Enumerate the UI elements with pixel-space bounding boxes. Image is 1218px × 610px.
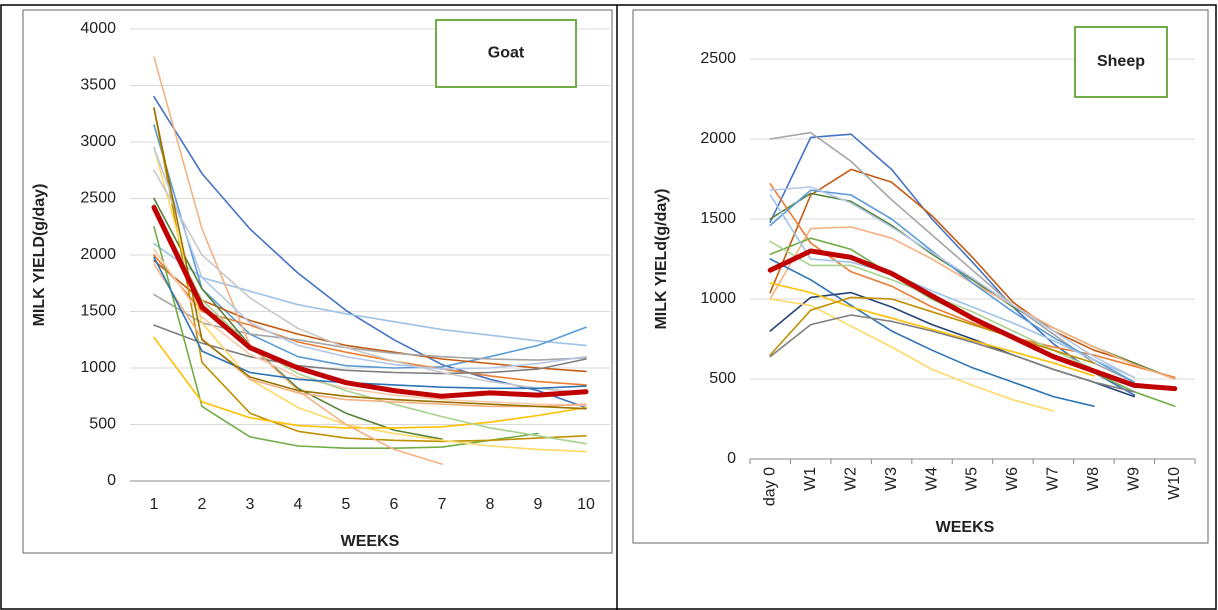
series-line [153, 146, 587, 453]
y-tick-label: 500 [709, 370, 736, 387]
title-box [435, 19, 577, 88]
y-tick-label: 0 [727, 450, 736, 467]
x-tick-label: 9 [534, 496, 543, 513]
x-tick-label: W1 [802, 467, 819, 491]
series-line [153, 226, 539, 449]
series-line [769, 189, 1136, 383]
x-tick-label: 10 [577, 496, 595, 513]
frame [0, 4, 1217, 610]
series-line [153, 107, 587, 410]
title-box [1074, 26, 1168, 98]
y-tick-label: 2000 [700, 130, 736, 147]
x-tick-label: W2 [842, 467, 859, 491]
x-tick-label: 3 [246, 496, 255, 513]
y-tick-label: 1000 [80, 359, 116, 376]
series-line [769, 314, 1136, 393]
y-tick-label: 1000 [700, 290, 736, 307]
x-tick-label: W8 [1085, 467, 1102, 491]
series-line [769, 186, 1136, 379]
series-line [769, 282, 1095, 377]
y-tick-label: 1500 [700, 210, 736, 227]
series-line [769, 194, 1136, 379]
series-line [153, 146, 587, 370]
x-tick-label: 5 [342, 496, 351, 513]
y-tick-label: 500 [89, 416, 116, 433]
series-line [153, 242, 587, 347]
x-tick-label: 2 [198, 496, 207, 513]
y-tick-label: 3500 [80, 77, 116, 94]
series-line [153, 256, 587, 390]
x-tick-label: day 0 [761, 467, 778, 506]
x-tick-label: W4 [923, 467, 940, 491]
y-tick-label: 1500 [80, 303, 116, 320]
series-line [153, 107, 587, 443]
y-tick-label: 4000 [80, 20, 116, 37]
x-axis-label: WEEKS [341, 533, 400, 550]
y-tick-label: 2500 [700, 50, 736, 67]
series-line [153, 248, 587, 407]
x-tick-label: W6 [1004, 467, 1021, 491]
series-line [153, 197, 443, 440]
x-tick-label: W7 [1045, 467, 1062, 491]
x-tick-label: 6 [390, 496, 399, 513]
chart-title: Sheep [1097, 53, 1145, 70]
series-line [153, 124, 587, 369]
x-tick-label: 4 [294, 496, 303, 513]
y-axis-label: MILK YIELd(g/day) [653, 188, 670, 329]
y-tick-label: 2500 [80, 190, 116, 207]
series-line [769, 240, 1136, 388]
chart-box [632, 9, 1209, 544]
series-line [153, 169, 587, 394]
series-line [769, 133, 1136, 396]
x-tick-label: 7 [438, 496, 447, 513]
x-tick-label: 8 [486, 496, 495, 513]
y-tick-label: 2000 [80, 246, 116, 263]
series-line [153, 336, 587, 429]
x-tick-label: W10 [1166, 467, 1183, 500]
y-tick-label: 0 [107, 472, 116, 489]
chart-title: Goat [488, 45, 525, 62]
chart-box [22, 9, 613, 554]
series-line [769, 168, 1136, 364]
x-tick-label: W9 [1126, 467, 1143, 491]
series-line [769, 183, 1176, 379]
series-line [769, 258, 1095, 407]
y-axis-label: MILK YIELD(g/day) [31, 184, 48, 327]
series-line [767, 248, 1178, 392]
y-tick-label: 3000 [80, 133, 116, 150]
x-axis-label: WEEKS [936, 519, 995, 536]
x-tick-label: W5 [964, 467, 981, 491]
series-line [151, 205, 589, 399]
series-line [769, 296, 1095, 364]
x-tick-label: W3 [883, 467, 900, 491]
x-tick-label: 1 [150, 496, 159, 513]
